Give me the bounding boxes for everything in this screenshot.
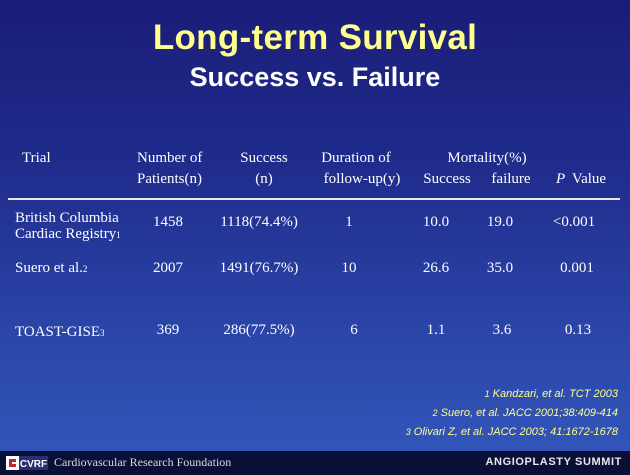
reference-2: 2 Suero, et al. JACC 2001;38:409-414 [433,407,618,419]
reference-number: 2 [432,408,438,418]
trial-name-line2: Cardiac Registry [15,226,117,242]
cell-trial: British Columbia Cardiac Registry1 [15,210,121,242]
reference-text: Suero, et al. JACC 2001;38:409-414 [440,407,618,419]
header-duration-line2: follow-up(y) [323,171,401,187]
cell-mortality-failure: 19.0 [486,214,514,230]
reference-number: 1 [484,389,490,399]
header-duration-line1: Duration of [321,150,391,166]
cell-patients: 2007 [153,260,183,276]
header-trial: Trial [22,150,51,166]
cell-patients: 369 [156,322,180,338]
cell-mortality-success: 1.1 [426,322,446,338]
cell-trial: TOAST-GISE3 [15,322,105,342]
reference-number: 3 [405,427,411,437]
p-value-label: Value [571,171,607,187]
header-divider [8,198,620,200]
slide-subtitle: Success vs. Failure [189,62,441,92]
cell-p-value: <0.001 [552,214,596,230]
footer-bar: CVRF Cardiovascular Research Foundation … [0,451,630,475]
p-italic: P [556,171,566,187]
header-mortality-success: Success [423,171,471,187]
reference-marker: 2 [82,264,88,274]
cell-patients: 1458 [153,214,183,230]
header-patients-line1: Number of [137,150,203,166]
trial-name-line1: British Columbia [15,210,119,226]
header-p-value: P Value [556,169,606,189]
header-mortality: Mortality(%) [447,150,527,166]
cell-duration: 6 [350,322,358,338]
event-name: ANGIOPLASTY SUMMIT [485,456,622,468]
reference-text: Kandzari, et al. TCT 2003 [492,388,618,400]
reference-marker: 3 [100,328,105,338]
header-success-line2: (n) [255,171,273,187]
cell-p-value: 0.001 [560,260,594,276]
slide-title: Long-term Survival [152,18,478,57]
organization-name: Cardiovascular Research Foundation [54,455,232,469]
cell-duration: 1 [345,214,353,230]
header-patients-line2: Patients(n) [137,171,202,187]
trial-name: TOAST-GISE [15,324,101,340]
cell-mortality-failure: 35.0 [486,260,514,276]
reference-text: Olivari Z, et al. JACC 2003; 41:1672-167… [413,426,618,438]
cell-mortality-success: 26.6 [422,260,450,276]
reference-marker: 1 [116,230,121,240]
cell-trial: Suero et al.2 [15,258,87,278]
cell-duration: 10 [341,260,357,276]
cell-mortality-success: 10.0 [422,214,450,230]
header-success-line1: Success [240,150,288,166]
cell-success: 286(77.5%) [223,322,295,338]
trial-name: Suero et al. [15,260,83,276]
cell-success: 1491(76.7%) [219,260,299,276]
header-mortality-failure: failure [491,171,531,187]
cell-mortality-failure: 3.6 [492,322,512,338]
reference-1: 1 Kandzari, et al. TCT 2003 [485,388,618,400]
cell-p-value: 0.13 [564,322,592,338]
reference-3: 3 Olivari Z, et al. JACC 2003; 41:1672-1… [406,426,618,438]
logo-text: CVRF [20,459,47,470]
cell-success: 1118(74.4%) [220,214,298,230]
cvrf-logo-icon: CVRF [6,456,48,470]
